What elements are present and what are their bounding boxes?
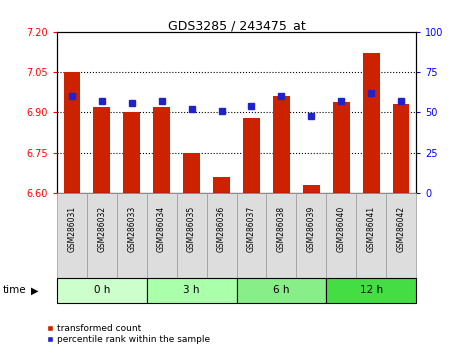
Text: GSM286034: GSM286034 [157, 206, 166, 252]
Text: GSM286042: GSM286042 [397, 206, 406, 252]
Bar [213, 177, 230, 193]
Bar [333, 102, 350, 193]
Text: GSM286031: GSM286031 [67, 206, 76, 252]
Text: GSM286039: GSM286039 [307, 206, 316, 252]
Bar [243, 118, 260, 193]
Text: GSM286041: GSM286041 [367, 206, 376, 252]
Bar [117, 193, 147, 278]
Text: GSM286038: GSM286038 [277, 206, 286, 252]
Bar [147, 193, 176, 278]
Bar [303, 185, 320, 193]
Text: time: time [2, 285, 26, 295]
Bar [87, 193, 117, 278]
Bar [207, 193, 236, 278]
Text: GSM286032: GSM286032 [97, 206, 106, 252]
Text: ▶: ▶ [31, 285, 38, 295]
Text: 3 h: 3 h [184, 285, 200, 295]
Bar [57, 278, 147, 303]
Text: 12 h: 12 h [360, 285, 383, 295]
Bar [356, 193, 386, 278]
Text: GSM286033: GSM286033 [127, 206, 136, 252]
Bar [147, 278, 236, 303]
Bar [326, 278, 416, 303]
Legend: transformed count, percentile rank within the sample: transformed count, percentile rank withi… [43, 321, 213, 348]
Text: GSM286036: GSM286036 [217, 206, 226, 252]
Text: 0 h: 0 h [94, 285, 110, 295]
Bar [94, 107, 110, 193]
Bar [63, 72, 80, 193]
Bar [236, 193, 266, 278]
Text: GSM286037: GSM286037 [247, 206, 256, 252]
Bar [123, 112, 140, 193]
Bar [57, 193, 87, 278]
Bar [326, 193, 356, 278]
Bar [176, 193, 207, 278]
Bar [266, 193, 297, 278]
Text: GDS3285 / 243475_at: GDS3285 / 243475_at [167, 19, 306, 33]
Bar [184, 153, 200, 193]
Bar [153, 107, 170, 193]
Bar [297, 193, 326, 278]
Bar [236, 278, 326, 303]
Bar [386, 193, 416, 278]
Text: GSM286035: GSM286035 [187, 206, 196, 252]
Bar [363, 53, 379, 193]
Text: 6 h: 6 h [273, 285, 289, 295]
Bar [273, 96, 289, 193]
Text: GSM286040: GSM286040 [337, 206, 346, 252]
Bar [393, 104, 410, 193]
